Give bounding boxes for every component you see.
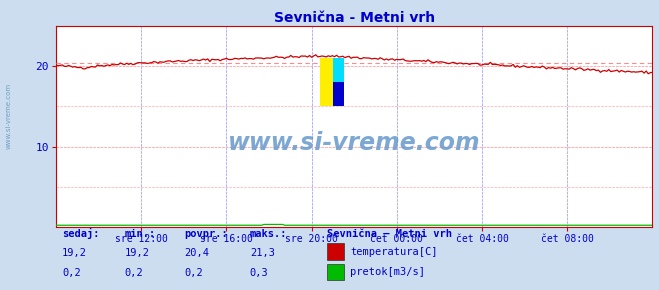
- FancyBboxPatch shape: [328, 244, 344, 260]
- Bar: [320, 58, 333, 106]
- Bar: [333, 58, 344, 82]
- Text: 0,3: 0,3: [250, 268, 269, 278]
- Text: 19,2: 19,2: [125, 248, 150, 258]
- Text: maks.:: maks.:: [250, 229, 287, 239]
- Text: pretok[m3/s]: pretok[m3/s]: [350, 267, 425, 277]
- Text: 0,2: 0,2: [185, 268, 203, 278]
- Text: 21,3: 21,3: [250, 248, 275, 258]
- Text: povpr.:: povpr.:: [185, 229, 228, 239]
- Text: www.si-vreme.com: www.si-vreme.com: [228, 130, 480, 155]
- Text: min.:: min.:: [125, 229, 156, 239]
- Text: Sevnična – Metni vrh: Sevnična – Metni vrh: [328, 229, 452, 239]
- Text: www.si-vreme.com: www.si-vreme.com: [5, 83, 11, 149]
- Text: 20,4: 20,4: [185, 248, 210, 258]
- Text: 0,2: 0,2: [62, 268, 81, 278]
- Text: sedaj:: sedaj:: [62, 228, 100, 239]
- Title: Sevnična - Metni vrh: Sevnična - Metni vrh: [273, 11, 435, 25]
- FancyBboxPatch shape: [328, 264, 344, 280]
- Text: temperatura[C]: temperatura[C]: [350, 246, 438, 257]
- Text: 19,2: 19,2: [62, 248, 87, 258]
- Bar: [333, 82, 344, 106]
- Text: 0,2: 0,2: [125, 268, 144, 278]
